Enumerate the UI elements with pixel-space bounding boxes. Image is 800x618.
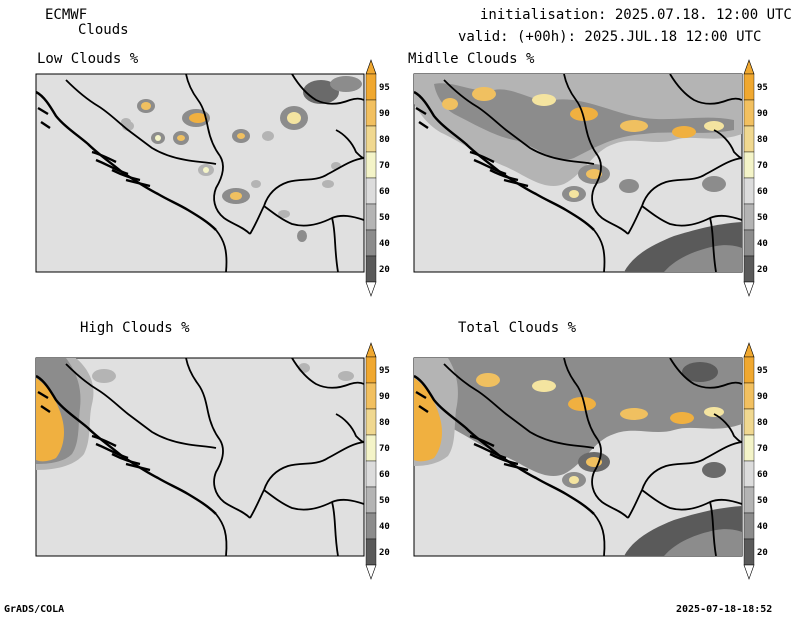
colorbar-segment — [365, 408, 377, 436]
colorbar-label: 40 — [757, 239, 768, 249]
colorbar-segment — [743, 203, 755, 231]
colorbar-label: 40 — [379, 522, 390, 532]
colorbar-top-arrow — [365, 59, 377, 75]
colorbar-segment — [365, 255, 377, 283]
colorbar-top-arrow — [365, 342, 377, 358]
colorbar-segment — [743, 73, 755, 101]
total-cloud-field — [414, 358, 742, 556]
colorbar-segment — [743, 177, 755, 205]
colorbar-bottom-left: 95 90 80 70 60 50 40 20 — [365, 342, 390, 580]
colorbar-segment — [365, 434, 377, 462]
map-panel-low — [36, 74, 364, 272]
map-panel-high — [34, 356, 366, 558]
colorbar-segment — [743, 408, 755, 436]
colorbar-label: 20 — [757, 265, 768, 275]
colorbar-label: 60 — [757, 187, 768, 197]
colorbar-segment — [365, 486, 377, 514]
colorbar-segment — [365, 356, 377, 384]
colorbar-label: 80 — [379, 135, 390, 145]
colorbar-label: 60 — [379, 187, 390, 197]
colorbar-label: 50 — [379, 213, 390, 223]
low-cloud-field — [121, 76, 362, 242]
colorbar-segment — [365, 99, 377, 127]
colorbar-top-right: 95 90 80 70 60 50 40 20 — [743, 59, 768, 297]
footer-timestamp: 2025-07-18-18:52 — [676, 604, 773, 615]
colorbar-segment — [365, 382, 377, 410]
colorbar-label: 95 — [757, 83, 768, 93]
colorbar-label: 90 — [379, 109, 390, 119]
colorbar-label: 40 — [757, 522, 768, 532]
valid-time-label: valid: (+00h): 2025.JUL.18 12:00 UTC — [458, 29, 762, 45]
colorbar-bottom-arrow — [743, 564, 755, 580]
colorbar-label: 20 — [379, 548, 390, 558]
colorbar-segment — [743, 255, 755, 283]
colorbar-label: 80 — [757, 418, 768, 428]
colorbar-label: 95 — [379, 366, 390, 376]
colorbar-label: 70 — [757, 444, 768, 454]
colorbar-segment — [743, 460, 755, 488]
colorbar-label: 20 — [379, 265, 390, 275]
colorbar-label: 90 — [757, 392, 768, 402]
colorbar-label: 90 — [757, 109, 768, 119]
colorbar-label: 95 — [379, 83, 390, 93]
colorbar-segment — [743, 486, 755, 514]
colorbar-segment — [365, 460, 377, 488]
colorbar-segment — [743, 99, 755, 127]
colorbar-segment — [743, 125, 755, 153]
colorbar-bottom-right: 95 90 80 70 60 50 40 20 — [743, 342, 768, 580]
colorbar-bottom-arrow — [365, 564, 377, 580]
colorbar-label: 70 — [757, 161, 768, 171]
panel-title-high: High Clouds % — [80, 320, 190, 336]
colorbar-bottom-arrow — [365, 281, 377, 297]
colorbar-segment — [743, 151, 755, 179]
map-panel-middle — [412, 72, 744, 274]
panel-title-middle: Midlle Clouds % — [408, 51, 535, 67]
colorbar-label: 95 — [757, 366, 768, 376]
colorbar-segment — [365, 151, 377, 179]
colorbar-segment — [743, 382, 755, 410]
colorbar-segment — [365, 203, 377, 231]
colorbar-label: 60 — [379, 470, 390, 480]
colorbar-bottom-arrow — [743, 281, 755, 297]
initialisation-label: initialisation: 2025.07.18. 12:00 UTC — [480, 7, 792, 23]
map-panel-total — [412, 356, 744, 558]
colorbar-top-arrow — [743, 59, 755, 75]
colorbar-label: 80 — [379, 418, 390, 428]
colorbar-label: 50 — [757, 213, 768, 223]
model-label: ECMWF — [45, 7, 88, 23]
colorbar-label: 40 — [379, 239, 390, 249]
colorbar-label: 90 — [379, 392, 390, 402]
colorbar-label: 80 — [757, 135, 768, 145]
colorbar-segment — [743, 434, 755, 462]
colorbar-segment — [365, 512, 377, 540]
colorbar-label: 70 — [379, 444, 390, 454]
colorbar-segment — [743, 229, 755, 257]
colorbar-label: 50 — [379, 496, 390, 506]
colorbar-segment — [365, 73, 377, 101]
colorbar-segment — [743, 538, 755, 566]
panel-title-total: Total Clouds % — [458, 320, 577, 336]
footer-left-label: GrADS/COLA — [4, 604, 65, 615]
colorbar-segment — [365, 538, 377, 566]
colorbar-segment — [365, 229, 377, 257]
colorbar-segment — [365, 125, 377, 153]
colorbar-segment — [743, 356, 755, 384]
colorbar-segment — [365, 177, 377, 205]
colorbar-label: 60 — [757, 470, 768, 480]
panel-title-low: Low Clouds % — [37, 51, 139, 67]
colorbar-label: 70 — [379, 161, 390, 171]
colorbar-segment — [743, 512, 755, 540]
colorbar-top-left: 95 90 80 70 60 50 40 20 — [365, 59, 390, 297]
colorbar-label: 50 — [757, 496, 768, 506]
product-label: Clouds — [78, 22, 129, 38]
colorbar-label: 20 — [757, 548, 768, 558]
colorbar-top-arrow — [743, 342, 755, 358]
